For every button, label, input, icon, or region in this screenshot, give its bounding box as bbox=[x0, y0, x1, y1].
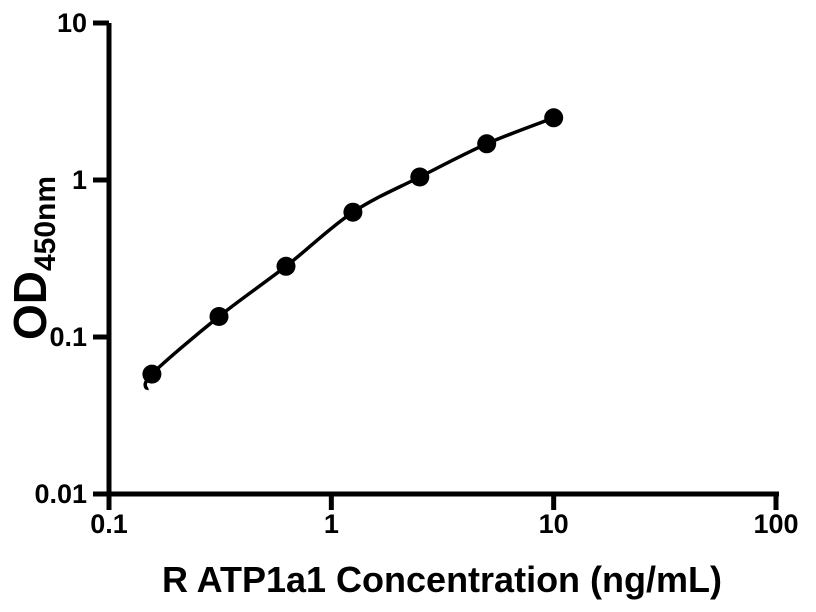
axes bbox=[93, 20, 779, 510]
x-axis-tick-label: 100 bbox=[753, 509, 798, 539]
y-axis-title: OD450nm bbox=[4, 176, 62, 340]
axis-spines bbox=[106, 23, 779, 497]
x-axis-tick-label: 1 bbox=[324, 509, 339, 539]
y-axis-title-main: OD bbox=[4, 271, 56, 340]
y-axis-tick-label: 10 bbox=[57, 8, 87, 38]
data-point bbox=[410, 167, 430, 187]
data-point bbox=[477, 134, 497, 154]
y-axis-tick-label: 0.1 bbox=[49, 322, 87, 352]
x-axis-title: R ATP1a1 Concentration (ng/mL) bbox=[162, 559, 722, 600]
x-axis-tick-label: 10 bbox=[539, 509, 569, 539]
data-series bbox=[142, 108, 564, 391]
y-axis-tick-label: 1 bbox=[72, 165, 87, 195]
fit-curve bbox=[143, 116, 555, 391]
data-point bbox=[209, 307, 229, 326]
data-point bbox=[343, 202, 363, 222]
y-axis-tick-label: 0.01 bbox=[34, 479, 87, 509]
x-axis-tick-label: 0.1 bbox=[90, 509, 128, 539]
y-axis-title-subscript: 450nm bbox=[29, 176, 62, 271]
data-point bbox=[276, 256, 296, 276]
data-point bbox=[142, 364, 162, 384]
data-point bbox=[544, 108, 564, 128]
